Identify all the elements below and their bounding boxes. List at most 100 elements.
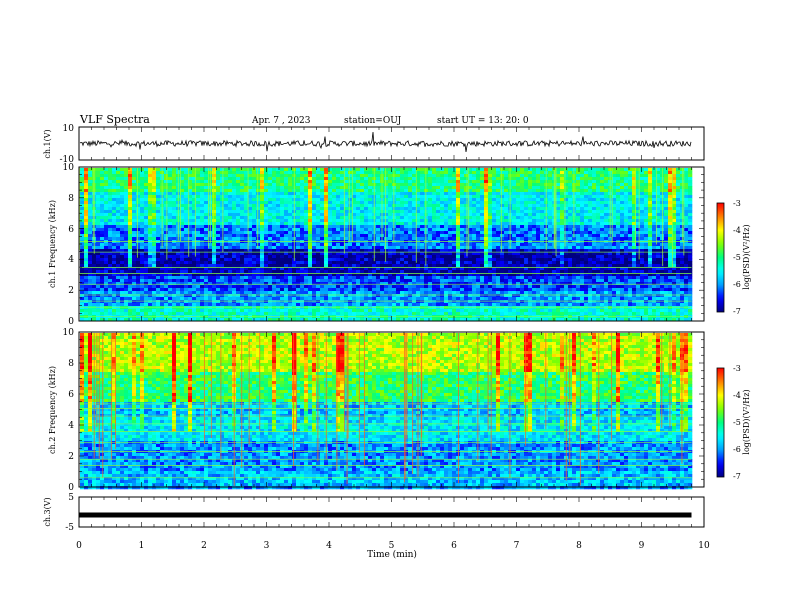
spectrogram-cell [96,177,100,180]
spectrogram-cell [112,219,116,222]
spectrogram-cell [160,306,164,309]
spectrogram-cell [228,195,232,198]
spectrogram-cell [168,270,172,273]
spectrogram-cell [256,288,260,291]
spectrogram-cell [216,237,220,240]
spectrogram-cell [232,171,236,174]
spectrogram-cell [108,177,112,180]
spectrogram-cell [192,279,196,282]
spectrogram-cell [292,312,296,315]
spectrogram-cell [212,279,216,282]
spectrogram-cell [84,189,88,192]
spectrogram-cell [228,270,232,273]
spectrogram-cell [108,231,112,234]
spectrogram-cell [120,288,124,291]
spectrogram-cell [108,294,112,297]
spectrogram-cell [108,264,112,267]
spectrogram-cell [132,300,136,303]
spectrogram-cell [144,264,148,267]
spectrogram-cell [240,297,244,300]
spectrogram-cell [148,300,152,303]
spectrogram-cell [160,294,164,297]
spectrogram-cell [204,270,208,273]
spectrogram-cell [108,207,112,210]
spectrogram-cell [120,180,124,183]
spectrogram-cell [296,210,300,213]
spectrogram-cell [120,279,124,282]
spectrogram-cell [284,300,288,303]
spectrogram-cell [96,216,100,219]
spectrogram-cell [260,234,264,237]
spectrogram-cell [268,207,272,210]
spectrogram-cell [288,306,292,309]
spectrogram-cell [120,261,124,264]
spectrogram-cell [132,291,136,294]
spectrogram-cell [232,180,236,183]
spectrogram-cell [260,207,264,210]
spectrogram-cell [200,192,204,195]
spectrogram-cell [272,225,276,228]
spectrogram-cell [272,219,276,222]
spectrogram-cell [196,291,200,294]
spectrogram-cell [96,297,100,300]
spectrogram-cell [268,237,272,240]
spectrogram-cell [232,231,236,234]
spectrogram-cell [280,246,284,249]
spectrogram-cell [100,309,104,312]
spectrogram-cell [100,192,104,195]
spectrogram-cell [88,237,92,240]
spectrogram-cell [136,297,140,300]
spectrogram-cell [136,210,140,213]
spectrogram-cell [172,258,176,261]
spectrogram-cell [156,258,160,261]
spectrogram-cell [232,192,236,195]
spectrogram-cell [264,294,268,297]
spectrogram-cell [108,222,112,225]
spectrogram-cell [88,297,92,300]
spectrogram-cell [132,279,136,282]
spectrogram-cell [256,294,260,297]
spectrogram-cell [248,246,252,249]
spectrogram-cell [136,261,140,264]
spectrogram-cell [268,291,272,294]
spectrogram-cell [120,195,124,198]
spectrogram-cell [104,201,108,204]
spectrogram-cell [84,195,88,198]
spectrogram-cell [80,243,84,246]
spectrogram-cell [184,171,188,174]
spectrogram-cell [224,180,228,183]
spectrogram-cell [88,189,92,192]
spectrogram-cell [236,225,240,228]
spectrogram-cell [124,234,128,237]
spectrogram-cell [92,297,96,300]
spectrogram-cell [284,210,288,213]
spectrogram-cell [252,195,256,198]
spectrogram-cell [156,243,160,246]
spectrogram-cell [204,189,208,192]
spectrogram-cell [172,261,176,264]
spectrogram-cell [152,270,156,273]
spectrogram-cell [124,255,128,258]
spectrogram-cell [252,198,256,201]
spectrogram-cell [84,261,88,264]
spectrogram-cell [240,303,244,306]
spectrogram-cell [288,303,292,306]
spectrogram-cell [252,180,256,183]
spectrogram-cell [228,264,232,267]
spectrogram-cell [172,234,176,237]
spectrogram-cell [92,276,96,279]
spectrogram-cell [228,255,232,258]
spectrogram-cell [108,309,112,312]
spectrogram-cell [224,228,228,231]
spectrogram-cell [84,255,88,258]
spectrogram-cell [276,225,280,228]
spectrogram-cell [152,198,156,201]
spectrogram-cell [264,231,268,234]
spectrogram-cell [88,171,92,174]
spectrogram-cell [132,264,136,267]
spectrogram-cell [148,279,152,282]
spectrogram-cell [236,294,240,297]
spectrogram-cell [276,177,280,180]
spectrogram-cell [268,264,272,267]
spectrogram-cell [216,231,220,234]
